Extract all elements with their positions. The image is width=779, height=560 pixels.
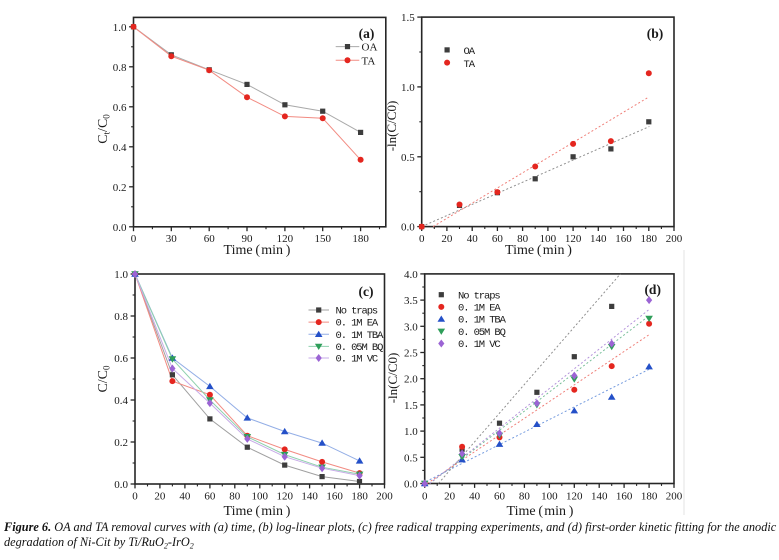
svg-text:Time ( min ): Time ( min ) (224, 243, 291, 258)
svg-text:150: 150 (314, 233, 331, 245)
svg-text:0. 1M TBA: 0. 1M TBA (336, 330, 385, 342)
svg-text:0: 0 (422, 491, 428, 503)
svg-text:0. 05M BQ: 0. 05M BQ (458, 327, 506, 339)
svg-text:OA: OA (362, 42, 378, 54)
svg-text:180: 180 (641, 233, 658, 245)
svg-text:No traps: No traps (458, 290, 500, 302)
svg-text:60: 60 (492, 233, 504, 245)
svg-text:30: 30 (166, 233, 178, 245)
svg-text:140: 140 (591, 491, 608, 503)
svg-text:0.4: 0.4 (114, 395, 128, 407)
svg-text:0.8: 0.8 (113, 62, 127, 74)
svg-text:0.4: 0.4 (113, 142, 127, 154)
svg-text:2.0: 2.0 (404, 374, 418, 386)
svg-text:0.0: 0.0 (401, 222, 415, 234)
svg-text:120: 120 (276, 491, 293, 503)
svg-text:200: 200 (666, 233, 683, 245)
svg-text:0.6: 0.6 (113, 102, 127, 114)
svg-text:0. 1M EA: 0. 1M EA (336, 318, 379, 330)
svg-text:Time ( min ): Time ( min ) (505, 243, 572, 258)
svg-text:0. 1M VC: 0. 1M VC (458, 339, 500, 351)
svg-text:140: 140 (301, 491, 318, 503)
svg-text:0.5: 0.5 (404, 452, 418, 464)
svg-text:160: 160 (615, 233, 632, 245)
svg-text:Time ( min ): Time ( min ) (507, 504, 574, 519)
svg-text:0. 05M BQ: 0. 05M BQ (336, 342, 384, 354)
svg-text:0: 0 (419, 233, 425, 245)
svg-text:0.0: 0.0 (404, 479, 418, 491)
svg-text:60: 60 (204, 233, 216, 245)
svg-text:120: 120 (277, 233, 294, 245)
svg-text:No traps: No traps (336, 306, 378, 318)
svg-text:160: 160 (616, 491, 633, 503)
svg-text:(a): (a) (359, 26, 375, 41)
svg-text:4.0: 4.0 (404, 269, 418, 281)
svg-text:120: 120 (565, 233, 582, 245)
svg-text:Figure 6. OA and TA removal cu: Figure 6. OA and TA removal curves with … (3, 520, 777, 534)
svg-text:0: 0 (132, 491, 138, 503)
svg-text:-ln(C/C0): -ln(C/C0) (385, 353, 400, 404)
svg-text:OA: OA (464, 46, 476, 58)
svg-text:0.5: 0.5 (401, 152, 415, 164)
svg-text:1.0: 1.0 (401, 82, 415, 94)
svg-text:60: 60 (204, 491, 216, 503)
svg-text:(c): (c) (359, 284, 374, 299)
svg-text:40: 40 (469, 491, 481, 503)
svg-text:1.0: 1.0 (114, 269, 128, 281)
svg-text:(b): (b) (647, 26, 664, 41)
svg-text:C/C0: C/C0 (96, 365, 112, 393)
svg-text:200: 200 (376, 491, 393, 503)
svg-text:1.5: 1.5 (401, 12, 415, 24)
svg-text:120: 120 (566, 491, 583, 503)
svg-text:80: 80 (229, 491, 241, 503)
svg-text:0.6: 0.6 (114, 353, 128, 365)
svg-text:-ln(C/C0): -ln(C/C0) (384, 101, 399, 152)
svg-text:100: 100 (540, 233, 557, 245)
svg-text:0.2: 0.2 (113, 182, 127, 194)
svg-text:3.5: 3.5 (404, 295, 418, 307)
svg-text:0. 1M TBA: 0. 1M TBA (458, 315, 507, 327)
svg-text:40: 40 (179, 491, 191, 503)
svg-text:0.8: 0.8 (114, 311, 128, 323)
svg-text:2.5: 2.5 (404, 348, 418, 360)
svg-text:3.0: 3.0 (404, 321, 418, 333)
svg-text:0. 1M VC: 0. 1M VC (336, 354, 378, 366)
svg-text:100: 100 (252, 491, 269, 503)
svg-text:degradation of Ni-Cit by Ti/Ru: degradation of Ni-Cit by Ti/RuO2-IrO2 (4, 535, 194, 551)
svg-text:140: 140 (590, 233, 607, 245)
svg-text:100: 100 (541, 491, 558, 503)
svg-text:Ct/C0: Ct/C0 (96, 114, 112, 144)
svg-text:20: 20 (441, 233, 453, 245)
svg-text:20: 20 (444, 491, 456, 503)
svg-text:20: 20 (154, 491, 166, 503)
svg-text:1.0: 1.0 (404, 426, 418, 438)
svg-text:40: 40 (467, 233, 479, 245)
svg-text:1.5: 1.5 (404, 400, 418, 412)
svg-text:160: 160 (326, 491, 343, 503)
svg-text:80: 80 (519, 491, 531, 503)
svg-text:1.0: 1.0 (113, 22, 127, 34)
svg-text:TA: TA (464, 59, 476, 71)
svg-text:200: 200 (666, 491, 683, 503)
svg-text:180: 180 (641, 491, 658, 503)
svg-text:0. 1M EA: 0. 1M EA (458, 303, 501, 315)
svg-text:0: 0 (131, 233, 137, 245)
svg-text:60: 60 (494, 491, 506, 503)
svg-text:(d): (d) (644, 282, 661, 297)
svg-text:180: 180 (351, 491, 368, 503)
svg-text:0.2: 0.2 (114, 437, 128, 449)
svg-text:Time ( min ): Time ( min ) (224, 504, 291, 519)
svg-text:0.0: 0.0 (113, 222, 127, 234)
svg-text:TA: TA (362, 55, 376, 67)
svg-text:80: 80 (517, 233, 529, 245)
svg-text:180: 180 (352, 233, 369, 245)
svg-text:0.0: 0.0 (114, 479, 128, 491)
svg-text:90: 90 (242, 233, 254, 245)
